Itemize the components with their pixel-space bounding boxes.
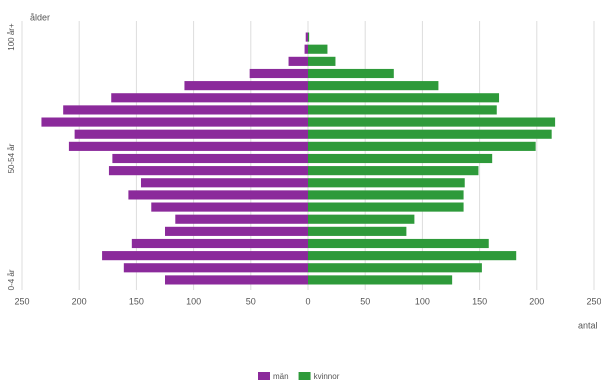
bar — [41, 117, 309, 127]
x-tick-label: 100 — [186, 296, 201, 306]
bar — [304, 44, 308, 54]
bar — [175, 214, 308, 224]
bar — [151, 202, 308, 212]
bar — [123, 263, 308, 273]
bar — [112, 153, 308, 164]
bar — [308, 129, 552, 139]
bar — [308, 275, 453, 285]
x-tick-label: 150 — [472, 296, 487, 306]
legend-swatch — [258, 372, 270, 380]
bar — [111, 93, 309, 103]
y-tick-label: 0-4 år — [7, 269, 16, 290]
y-axis-title: ålder — [30, 12, 50, 22]
x-tick-label: 50 — [360, 296, 370, 306]
bar — [308, 105, 497, 115]
x-tick-label: 150 — [129, 296, 144, 306]
bar — [128, 190, 308, 200]
bar — [74, 129, 309, 139]
x-tick-label: 200 — [529, 296, 544, 306]
bar — [249, 68, 308, 79]
bar — [305, 32, 308, 42]
bar — [308, 32, 310, 42]
x-tick-label: 50 — [246, 296, 256, 306]
bar — [308, 141, 536, 151]
x-tick-label: 0 — [305, 296, 310, 306]
bar — [308, 81, 439, 91]
x-tick-label: 250 — [14, 296, 29, 306]
bar — [288, 56, 308, 66]
bar — [140, 178, 308, 188]
bar — [308, 166, 479, 176]
bar — [308, 251, 517, 261]
bar — [308, 226, 407, 236]
bar — [108, 166, 308, 176]
y-tick-label: 100 år+ — [7, 23, 16, 51]
bar — [165, 275, 308, 285]
bar — [308, 190, 464, 200]
legend-label: män — [273, 372, 289, 381]
bar — [184, 81, 308, 91]
bar — [308, 93, 500, 103]
bar — [308, 44, 328, 54]
bar — [308, 68, 394, 79]
y-tick-label: 50-54 år — [7, 143, 16, 173]
bar — [165, 226, 308, 236]
x-axis-title: antal — [578, 320, 598, 330]
bar — [308, 153, 493, 164]
bar — [308, 202, 464, 212]
bar — [308, 238, 489, 249]
bar — [308, 117, 556, 127]
bar — [102, 251, 308, 261]
bar — [308, 56, 336, 66]
bar — [68, 141, 309, 151]
bar — [308, 214, 415, 224]
legend-swatch — [298, 372, 311, 380]
x-tick-label: 250 — [586, 296, 601, 306]
bar — [131, 238, 308, 249]
bar — [63, 105, 309, 115]
bar — [308, 178, 465, 188]
x-tick-label: 100 — [415, 296, 430, 306]
legend-label: kvinnor — [314, 372, 340, 381]
x-tick-label: 200 — [72, 296, 87, 306]
bar — [308, 263, 482, 273]
